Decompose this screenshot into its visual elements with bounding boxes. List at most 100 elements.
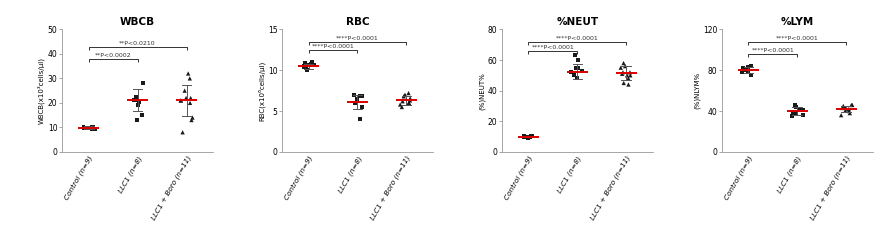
Point xyxy=(176,130,190,134)
Text: **P<0.0210: **P<0.0210 xyxy=(119,41,156,46)
Point xyxy=(517,135,531,139)
Point xyxy=(177,89,191,93)
Point xyxy=(355,105,369,109)
Point xyxy=(796,108,811,112)
Point xyxy=(569,66,583,70)
Y-axis label: (%)ΝLYM%: (%)ΝLYM% xyxy=(693,72,700,109)
Point xyxy=(839,108,853,112)
Point xyxy=(86,126,100,130)
Point xyxy=(564,70,579,74)
Point xyxy=(617,61,631,65)
Point xyxy=(744,64,759,68)
Y-axis label: (%)ΝEUT%: (%)ΝEUT% xyxy=(478,72,485,110)
Point xyxy=(131,103,146,107)
Point xyxy=(572,58,586,62)
Point xyxy=(615,72,629,76)
Point xyxy=(350,97,364,101)
Point xyxy=(184,118,198,122)
Point xyxy=(842,109,856,113)
Point xyxy=(348,101,363,105)
Point xyxy=(570,76,584,80)
Title: RBC: RBC xyxy=(346,17,370,27)
Point xyxy=(347,93,361,97)
Point xyxy=(742,65,756,69)
Point xyxy=(524,134,538,138)
Point xyxy=(786,110,800,114)
Point xyxy=(789,105,803,109)
Point xyxy=(839,106,853,110)
Point xyxy=(521,135,535,139)
Point xyxy=(623,70,637,74)
Point xyxy=(77,125,91,129)
Title: %LYM: %LYM xyxy=(781,17,814,27)
Point xyxy=(393,103,407,107)
Y-axis label: WBCB(x10³cells/μl): WBCB(x10³cells/μl) xyxy=(38,57,45,124)
Point xyxy=(308,62,322,66)
Point xyxy=(183,76,197,80)
Point xyxy=(788,103,802,107)
Point xyxy=(741,66,755,70)
Point xyxy=(618,64,632,68)
Point xyxy=(136,81,150,85)
Point xyxy=(792,107,806,111)
Point xyxy=(622,83,636,86)
Text: ****P<0.0001: ****P<0.0001 xyxy=(532,45,574,50)
Point xyxy=(571,66,585,70)
Point xyxy=(85,125,99,129)
Point xyxy=(77,126,91,130)
Point xyxy=(403,98,417,102)
Point xyxy=(525,135,539,138)
Point xyxy=(835,106,849,110)
Point xyxy=(395,105,409,109)
Point xyxy=(616,70,630,74)
Point xyxy=(85,127,99,131)
Point xyxy=(737,67,751,71)
Point xyxy=(836,104,850,108)
Point xyxy=(517,134,531,138)
Point xyxy=(401,91,415,95)
Point xyxy=(834,113,848,117)
Point xyxy=(303,62,318,66)
Point xyxy=(521,136,535,140)
Text: ****P<0.0001: ****P<0.0001 xyxy=(751,48,795,53)
Point xyxy=(567,74,581,77)
Point xyxy=(785,114,799,118)
Point xyxy=(183,101,197,105)
Y-axis label: RBC(x10⁶cells/μl): RBC(x10⁶cells/μl) xyxy=(258,61,265,121)
Point xyxy=(401,101,415,105)
Point xyxy=(796,113,810,117)
Point xyxy=(402,101,416,105)
Point xyxy=(789,111,803,115)
Point xyxy=(624,74,638,77)
Point xyxy=(174,98,188,102)
Title: WBCB: WBCB xyxy=(120,17,155,27)
Text: ****P<0.0001: ****P<0.0001 xyxy=(311,44,355,49)
Text: ****P<0.0001: ****P<0.0001 xyxy=(336,36,379,41)
Point xyxy=(614,66,628,70)
Point xyxy=(353,117,367,121)
Point xyxy=(568,53,582,57)
Point xyxy=(744,74,758,77)
Text: ****P<0.0001: ****P<0.0001 xyxy=(556,36,599,41)
Point xyxy=(845,103,859,107)
Point xyxy=(620,74,634,77)
Title: %NEUT: %NEUT xyxy=(557,17,599,27)
Point xyxy=(87,127,101,131)
Point xyxy=(395,99,409,103)
Point xyxy=(297,64,311,68)
Point xyxy=(81,126,95,130)
Point xyxy=(836,105,850,109)
Point xyxy=(297,65,311,69)
Point xyxy=(403,97,417,101)
Point xyxy=(297,61,311,65)
Point xyxy=(349,99,363,103)
Point xyxy=(135,113,149,117)
Point xyxy=(397,94,411,98)
Point xyxy=(353,94,367,98)
Point xyxy=(522,135,536,139)
Point xyxy=(403,97,417,101)
Point xyxy=(301,63,315,67)
Point xyxy=(575,69,589,73)
Point xyxy=(130,98,144,102)
Point xyxy=(174,98,188,102)
